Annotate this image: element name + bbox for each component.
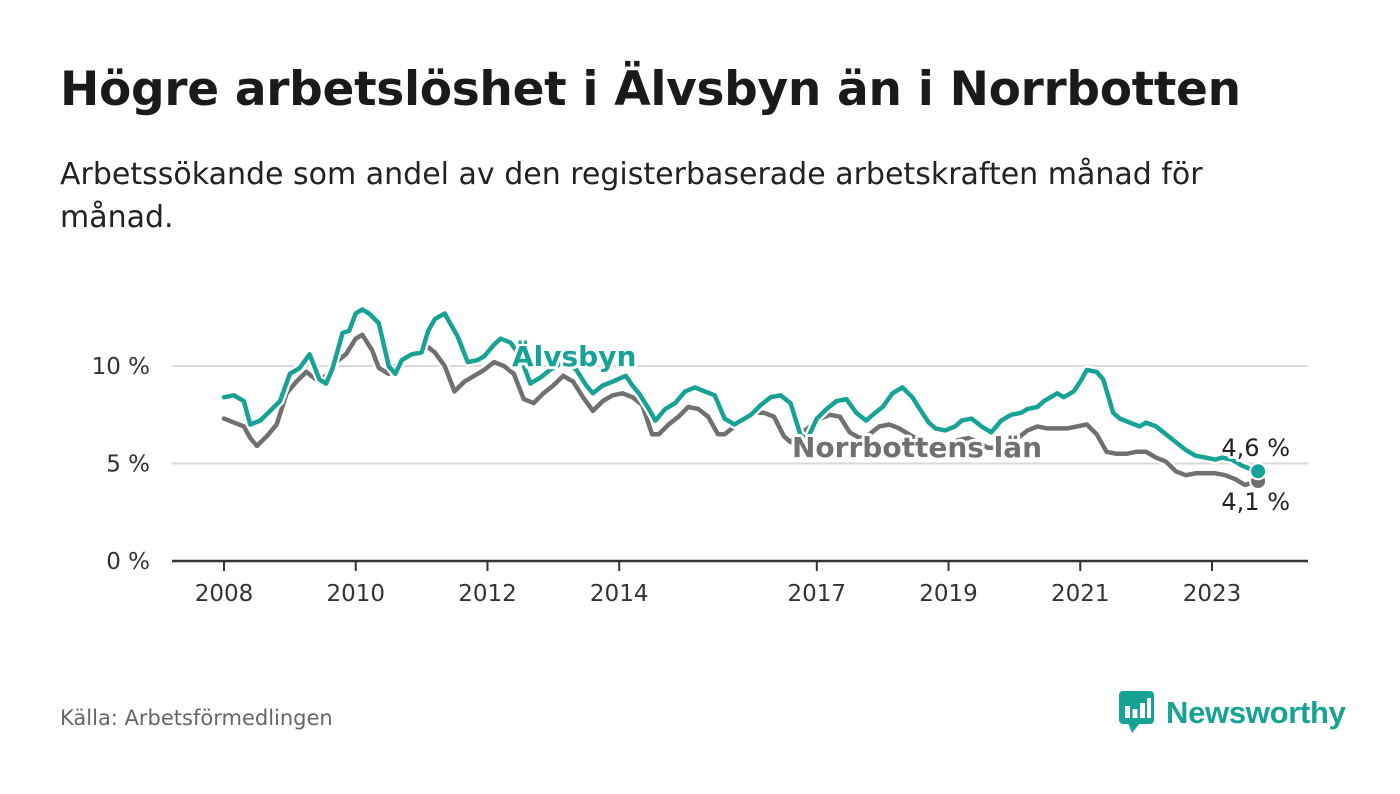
y-axis-ticks: 0 % 5 % 10 % [92, 354, 150, 575]
end-value-norrbotten: 4,1 % [1221, 488, 1290, 516]
x-tick-label: 2023 [1183, 581, 1242, 607]
series-label-alvsbyn-halo: Älvsbyn [512, 339, 636, 373]
end-value-alvsbyn: 4,6 % [1221, 434, 1290, 462]
series-label-norrbotten: Norrbottens län [792, 431, 1042, 464]
x-tick-label: 2012 [458, 581, 517, 607]
end-value-alvsbyn-halo: 4,6 % [1221, 434, 1290, 462]
x-axis-ticks: 2008 2010 2012 2014 2017 2019 2021 2023 [172, 559, 1308, 607]
source-note: Källa: Arbetsförmedlingen [60, 706, 333, 730]
x-tick-label: 2019 [919, 581, 978, 607]
x-tick-label: 2017 [788, 581, 847, 607]
y-tick-label: 10 % [92, 354, 150, 380]
bar-chart-speech-bubble-icon [1119, 691, 1154, 733]
series-line-alvsbyn [221, 307, 1261, 474]
y-tick-label: 5 % [106, 452, 150, 478]
newsworthy-logo: Newsworthy [1118, 690, 1346, 736]
end-value-norrbotten-halo: 4,1 % [1221, 488, 1290, 516]
series-label-norrbotten-halo: Norrbottens län [792, 431, 1042, 464]
x-tick-label: 2010 [326, 581, 385, 607]
x-tick-label: 2008 [195, 581, 254, 607]
grid-lines [172, 365, 1308, 465]
series-line-halo-norrbotten [219, 330, 1263, 490]
series-group [219, 304, 1268, 491]
series-label-alvsbyn: Älvsbyn [512, 339, 636, 373]
x-tick-label: 2014 [590, 581, 649, 607]
chart-subtitle: Arbetssökande som andel av den registerb… [60, 157, 1203, 235]
x-tick-label: 2021 [1051, 581, 1110, 607]
chart-title: Högre arbetslöshet i Älvsbyn än i Norrbo… [60, 62, 1241, 117]
series-endpoint-alvsbyn [1249, 462, 1268, 481]
y-tick-label: 0 % [106, 549, 150, 575]
logo-text: Newsworthy [1166, 695, 1346, 730]
